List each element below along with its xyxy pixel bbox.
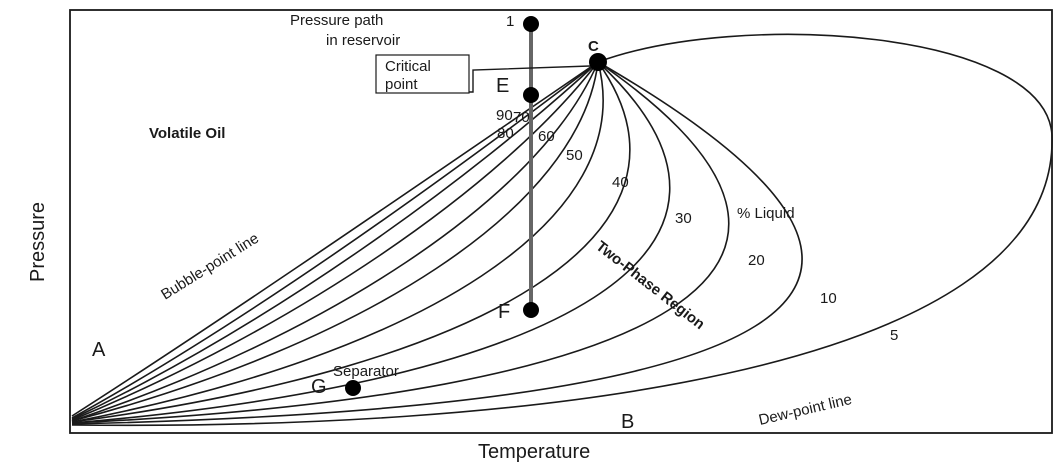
pressure-path-label-line2: in reservoir bbox=[326, 32, 400, 49]
quality-label-5: 5 bbox=[890, 327, 898, 344]
point-a-label: A bbox=[92, 339, 106, 361]
bubble-point-line-label: Bubble-point line bbox=[158, 230, 262, 304]
point-e-label: E bbox=[496, 75, 509, 97]
x-axis-label: Temperature bbox=[478, 441, 590, 463]
quality-curve-60 bbox=[71, 61, 599, 422]
point-e-marker bbox=[523, 87, 539, 103]
quality-label-40: 40 bbox=[612, 174, 629, 191]
critical-point-label-line2: point bbox=[385, 76, 418, 93]
quality-curve-50 bbox=[71, 61, 599, 422]
quality-label-10: 10 bbox=[820, 290, 837, 307]
quality-curve-5 bbox=[71, 61, 803, 425]
critical-point-label-line1: Critical bbox=[385, 58, 431, 75]
y-axis-label: Pressure bbox=[27, 202, 49, 282]
point-1-label: 1 bbox=[506, 13, 514, 30]
volatile-oil-label: Volatile Oil bbox=[149, 125, 225, 142]
point-g-marker bbox=[345, 380, 361, 396]
quality-label-80: 80 bbox=[497, 125, 514, 142]
quality-label-20: 20 bbox=[748, 252, 765, 269]
quality-label-70: 70 bbox=[513, 109, 530, 126]
percent-liquid-label: % Liquid bbox=[737, 205, 795, 222]
point-g-label: G bbox=[311, 376, 327, 398]
critical-point-box bbox=[375, 54, 470, 94]
pressure-path-label-line1: Pressure path bbox=[290, 12, 383, 29]
quality-label-50: 50 bbox=[566, 147, 583, 164]
plot-frame bbox=[69, 9, 1053, 434]
quality-curve-10 bbox=[71, 61, 730, 424]
quality-curve-30 bbox=[71, 61, 631, 423]
separator-label: Separator bbox=[333, 363, 399, 380]
two-phase-region-label: Two-Phase Region bbox=[593, 238, 708, 333]
point-c-label: C bbox=[588, 38, 599, 55]
quality-label-90: 90 bbox=[496, 107, 513, 124]
quality-curve-40 bbox=[71, 61, 604, 423]
bubble-point-curve bbox=[71, 61, 599, 417]
critical-point-marker bbox=[589, 53, 607, 71]
point-1-marker bbox=[523, 16, 539, 32]
quality-curve-20 bbox=[71, 61, 671, 424]
dew-point-line-label: Dew-point line bbox=[757, 391, 853, 429]
dew-point-curve bbox=[71, 33, 1053, 427]
point-f-marker bbox=[523, 302, 539, 318]
quality-label-30: 30 bbox=[675, 210, 692, 227]
critical-point-leader bbox=[469, 65, 591, 93]
quality-curve-70 bbox=[71, 61, 599, 421]
quality-curve-80 bbox=[71, 61, 599, 420]
point-f-label: F bbox=[498, 301, 510, 323]
point-b-label: B bbox=[621, 411, 634, 433]
quality-label-60: 60 bbox=[538, 128, 555, 145]
